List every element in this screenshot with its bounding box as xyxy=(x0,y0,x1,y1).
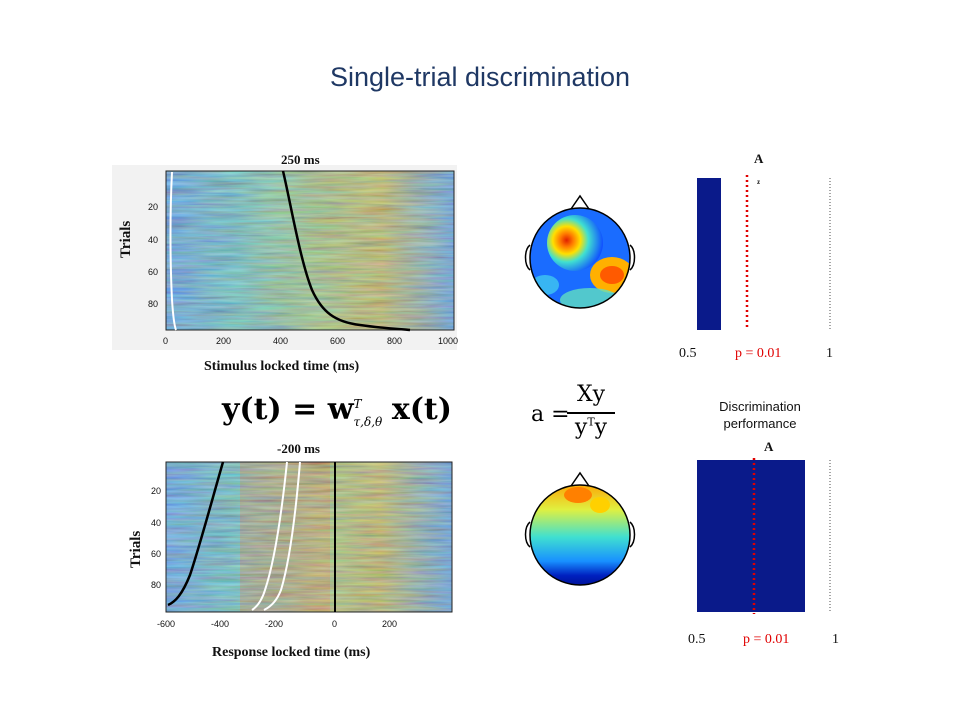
top-white-curve xyxy=(169,171,177,331)
az-bottom-left-tick: 0.5 xyxy=(688,632,706,647)
top-xtick: 400 xyxy=(273,336,289,346)
top-ytick: 80 xyxy=(148,299,159,309)
y-eq-sub: τ,δ,θ xyxy=(353,415,383,429)
top-xtick: 1000 xyxy=(438,336,459,346)
a-eq-den-sup: T xyxy=(587,415,595,429)
bottom-xtick: -200 xyxy=(265,619,284,629)
y-equation: y(t) = wTτ,δ,θ x(t) xyxy=(222,392,452,429)
az-top-left-tick: 0.5 xyxy=(679,346,697,361)
a-eq-den: yTy xyxy=(568,415,614,440)
az-top-right-tick: 1 xyxy=(826,346,833,361)
bottom-xtick: 200 xyxy=(382,619,398,629)
top-ytick: 40 xyxy=(148,235,159,245)
y-eq-rhs: x(t) xyxy=(391,392,452,427)
az-top-bar xyxy=(697,178,721,330)
bottom-ytick: 20 xyxy=(151,486,162,496)
a-eq-lhs: a = xyxy=(531,402,570,427)
page-title: Single-trial discrimination xyxy=(329,62,631,92)
y-eq-lhs: y(t) = w xyxy=(222,392,354,427)
top-ytick: 60 xyxy=(148,267,159,277)
bottom-xtick: -600 xyxy=(157,619,176,629)
az-top-sub: z xyxy=(757,178,761,186)
bottom-ytick: 60 xyxy=(151,549,162,559)
az-top-p-label: p = 0.01 xyxy=(735,346,782,361)
az-bottom-label: A xyxy=(764,439,774,454)
az-bottom-p-label: p = 0.01 xyxy=(743,632,790,647)
bottom-xtick: -400 xyxy=(211,619,230,629)
top-black-curve xyxy=(281,170,411,332)
top-xtick: 600 xyxy=(330,336,346,346)
bottom-time-marker: -200 ms xyxy=(277,441,320,456)
top-xtick: 0 xyxy=(163,336,169,346)
top-xtick: 800 xyxy=(387,336,403,346)
y-eq-sup: T xyxy=(353,397,362,411)
az-bottom-right-tick: 1 xyxy=(832,632,839,647)
top-xlabel: Stimulus locked time (ms) xyxy=(204,359,360,374)
bottom-xtick: 0 xyxy=(332,619,338,629)
bottom-white-curve-1 xyxy=(251,461,288,611)
az-bottom-bar xyxy=(697,460,805,612)
top-time-marker: 250 ms xyxy=(281,152,320,167)
a-eq-den-b: y xyxy=(594,415,608,440)
az-top-label: A xyxy=(754,151,764,166)
top-xtick: 200 xyxy=(216,336,232,346)
top-ytick: 20 xyxy=(148,202,159,212)
az-bottom-caption-line2: performance xyxy=(723,416,797,431)
a-eq-num: Xy xyxy=(576,382,606,407)
bottom-white-curve-2 xyxy=(263,461,301,611)
bottom-black-curve xyxy=(167,461,225,607)
az-bottom-caption-line1: Discrimination xyxy=(719,399,801,414)
a-eq-den-a: y xyxy=(574,415,588,440)
bottom-ytick: 80 xyxy=(151,580,162,590)
bottom-ytick: 40 xyxy=(151,518,162,528)
az-bottom-caption: Discrimination performance xyxy=(700,398,820,432)
bottom-xlabel: Response locked time (ms) xyxy=(212,645,371,660)
a-eq-fraction-bar xyxy=(567,412,615,414)
